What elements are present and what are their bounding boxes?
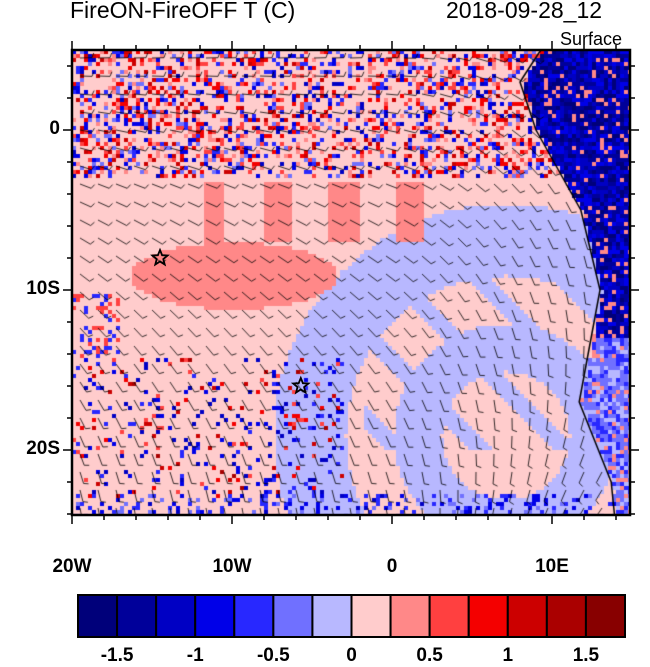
x-tick-label: 10W xyxy=(212,556,252,577)
colorbar-box xyxy=(272,594,314,638)
y-tick-label: 10S xyxy=(26,278,60,299)
colorbar-label: 0.5 xyxy=(416,645,443,666)
colorbar-label: -0.5 xyxy=(256,645,290,666)
colorbar-box xyxy=(428,594,470,638)
colorbar-label: 1.5 xyxy=(572,645,600,666)
colorbar-box xyxy=(389,594,431,638)
colorbar-box xyxy=(350,594,392,638)
colorbar-label: 1 xyxy=(502,645,514,666)
level-label: Surface xyxy=(560,29,623,49)
colorbar-box xyxy=(311,594,353,638)
colorbar-label: -1 xyxy=(186,645,204,666)
y-tick-label: 20S xyxy=(26,438,60,459)
colorbar-box xyxy=(233,594,275,638)
plot-title: FireON-FireOFF T (C) xyxy=(70,0,296,23)
star-marker xyxy=(290,375,311,395)
colorbar-box xyxy=(467,594,509,638)
colorbar-box xyxy=(506,594,548,638)
colorbar-box xyxy=(77,594,119,638)
temperature-difference-map xyxy=(72,50,630,515)
colorbar-box xyxy=(194,594,236,638)
colorbar-box xyxy=(584,594,627,638)
colorbar-box xyxy=(545,594,587,638)
y-tick-label: 0 xyxy=(49,118,60,139)
plot-date: 2018-09-28_12 xyxy=(446,0,603,23)
colorbar-box xyxy=(155,594,197,638)
colorbar-label: -1.5 xyxy=(100,645,134,666)
plot-border xyxy=(70,48,632,517)
x-tick-label: 0 xyxy=(386,556,398,577)
x-tick-label: 10E xyxy=(535,556,569,577)
colorbar-label: 0 xyxy=(346,645,357,666)
star-marker xyxy=(150,247,170,267)
x-tick-label: 20W xyxy=(52,556,92,577)
colorbar-box xyxy=(116,594,158,638)
